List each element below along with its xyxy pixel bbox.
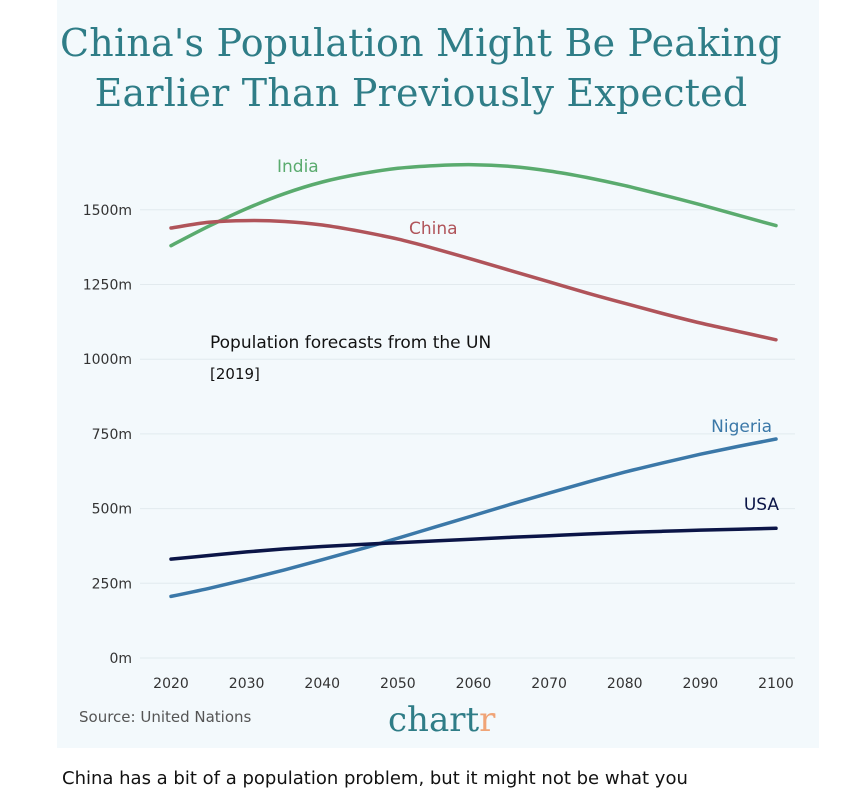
x-tick-label-0: 2020	[153, 676, 189, 692]
series-line-china	[169, 218, 778, 342]
series-label-nigeria: Nigeria	[711, 417, 772, 437]
x-tick-label-8: 2100	[758, 676, 794, 692]
brand-logo-accent: r	[479, 700, 496, 740]
brand-logo-main: chart	[388, 700, 480, 740]
series-line-india	[169, 162, 778, 248]
chart-title-line-1: China's Population Might Be Peaking	[60, 21, 782, 65]
series-label-india: India	[277, 157, 319, 177]
x-tick-label-2: 2040	[304, 676, 340, 692]
x-tick-label-1: 2030	[229, 676, 265, 692]
chart-subtitle-year: [2019]	[210, 365, 260, 383]
y-tick-label-0: 0m	[109, 651, 132, 667]
series-label-china: China	[409, 219, 458, 239]
article-body-text: China has a bit of a population problem,…	[62, 768, 688, 789]
y-tick-label-1: 250m	[92, 576, 132, 592]
chart-subtitle: Population forecasts from the UN	[210, 333, 492, 353]
chart-title-line-2: Earlier Than Previously Expected	[94, 71, 748, 115]
series-line-nigeria	[169, 437, 778, 599]
brand-logo: chartr	[388, 700, 495, 740]
y-tick-label-4: 1000m	[83, 352, 132, 368]
chart-card	[57, 0, 819, 748]
source-note: Source: United Nations	[79, 708, 252, 726]
y-tick-label-2: 500m	[92, 502, 132, 518]
x-tick-label-7: 2090	[683, 676, 719, 692]
x-tick-label-6: 2080	[607, 676, 643, 692]
x-tick-label-5: 2070	[531, 676, 567, 692]
series-label-usa: USA	[744, 495, 780, 515]
x-tick-label-3: 2050	[380, 676, 416, 692]
y-tick-label-5: 1250m	[83, 278, 132, 294]
y-tick-label-6: 1500m	[83, 203, 132, 219]
y-tick-label-3: 750m	[92, 427, 132, 443]
series-line-usa	[169, 526, 778, 561]
x-tick-label-4: 2060	[456, 676, 492, 692]
